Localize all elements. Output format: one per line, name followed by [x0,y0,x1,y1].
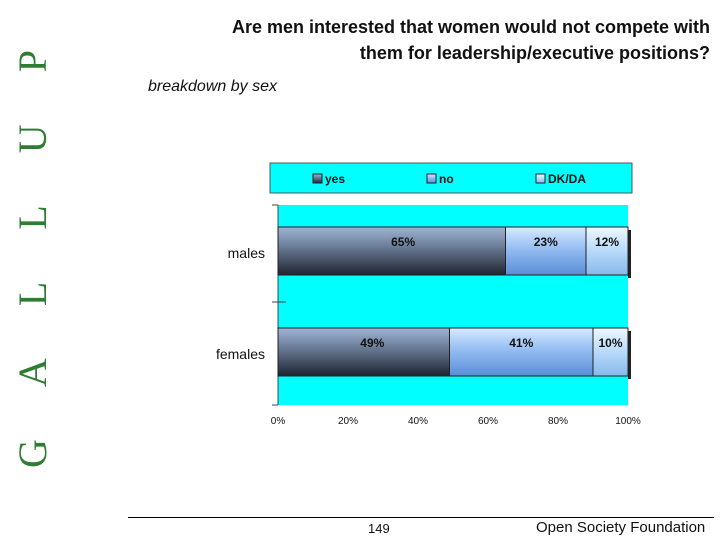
title-line-1: Are men interested that women would not … [231,17,710,37]
category-label-females: females [216,346,265,362]
title-line-2: them for leadership/executive positions? [359,43,710,63]
legend-label: yes [325,172,345,186]
category-labels: males females [216,245,265,362]
bar-segment-no-females [449,327,594,377]
legend-swatch [312,173,323,184]
bar-shadow [628,331,631,379]
data-label: 12% [595,235,619,249]
legend: yes no DK/DA [312,172,586,186]
organization-name: Open Society Foundation [536,519,706,536]
gallup-logo: GALLUP [16,50,55,468]
x-tick-label: 100% [615,416,641,427]
x-tick-label: 20% [338,416,358,427]
data-label: 23% [534,235,558,249]
data-label: 65% [391,235,415,249]
x-tick-labels: 0% 20% 40% 60% 80% 100% [271,416,641,427]
page-title: Are men interested that women would not … [120,14,710,66]
x-tick-label: 40% [408,416,428,427]
data-label: 49% [360,336,384,350]
legend-label: DK/DA [548,172,586,186]
page-subtitle: breakdown by sex [148,78,277,95]
footer-divider [128,517,714,518]
bar-segment-yes-males [277,226,506,276]
legend-swatch [535,173,546,184]
data-label: 41% [509,336,533,350]
category-label-males: males [228,245,265,261]
page-number: 149 [368,521,390,536]
legend-label: no [439,172,454,186]
legend-swatch [426,173,437,184]
bars: 65% 23% 12% 49% 41% 10% [277,226,631,379]
bar-shadow [628,230,631,278]
legend-box [269,162,633,194]
data-label: 10% [598,336,622,350]
x-tick-label: 0% [271,416,286,427]
bar-segment-yes-females [277,327,450,377]
x-tick-label: 80% [548,416,568,427]
x-tick-label: 60% [478,416,498,427]
